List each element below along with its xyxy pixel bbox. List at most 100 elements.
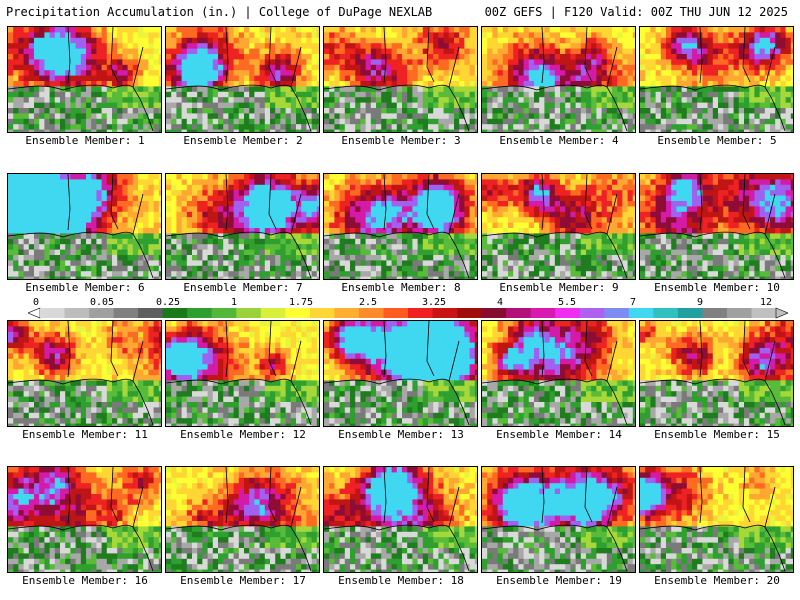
colorbar-tick-label: 2.5 xyxy=(358,297,378,308)
colorbar-legend: 0 0.05 0.25 1 1.75 2.5 3.25 4 5.5 7 9 12 xyxy=(28,297,788,321)
colorbar-swatch xyxy=(628,308,654,318)
colorbar-tick-label: 0.25 xyxy=(155,297,181,308)
ensemble-member-label: Ensemble Member: 5 xyxy=(657,134,777,147)
colorbar-swatch xyxy=(726,308,752,318)
colorbar-swatch xyxy=(187,308,213,318)
colorbar-swatch xyxy=(260,308,286,318)
ensemble-member-label: Ensemble Member: 19 xyxy=(496,574,622,587)
ensemble-map-panel xyxy=(165,320,320,427)
ensemble-map-panel xyxy=(323,26,478,133)
precip-field xyxy=(482,174,635,279)
precip-field xyxy=(482,27,635,132)
colorbar-swatch xyxy=(138,308,163,318)
ensemble-member-label: Ensemble Member: 9 xyxy=(499,281,619,294)
ensemble-member-label: Ensemble Member: 16 xyxy=(22,574,148,587)
precip-field xyxy=(166,27,319,132)
coastline-outline xyxy=(166,321,312,426)
colorbar-swatch xyxy=(579,308,605,318)
coastline-outline xyxy=(324,321,470,426)
ensemble-member-label: Ensemble Member: 3 xyxy=(341,134,461,147)
coastline-outline xyxy=(640,174,786,279)
ensemble-map-panel xyxy=(7,26,162,133)
colorbar-scale xyxy=(28,307,788,319)
ensemble-map-panel xyxy=(639,320,794,427)
ensemble-map-panel xyxy=(323,173,478,280)
coastline-outline xyxy=(482,27,628,132)
colorbar-tick-label: 0 xyxy=(32,297,40,308)
precip-field xyxy=(482,467,635,572)
ensemble-member-label: Ensemble Member: 4 xyxy=(499,134,619,147)
chart-title: Precipitation Accumulation (in.) | Colle… xyxy=(6,5,433,19)
precip-field xyxy=(8,174,161,279)
ensemble-member-label: Ensemble Member: 6 xyxy=(25,281,145,294)
colorbar-max-arrow xyxy=(775,307,788,319)
precip-field xyxy=(324,27,477,132)
ensemble-member-label: Ensemble Member: 13 xyxy=(338,428,464,441)
colorbar-tick-label: 0.05 xyxy=(89,297,115,308)
ensemble-map-panel xyxy=(481,26,636,133)
ensemble-member-label: Ensemble Member: 2 xyxy=(183,134,303,147)
precip-field xyxy=(640,321,793,426)
coastline-outline xyxy=(8,321,154,426)
ensemble-map-panel xyxy=(639,466,794,573)
colorbar-tick-label: 5.5 xyxy=(557,297,577,308)
ensemble-member-label: Ensemble Member: 17 xyxy=(180,574,306,587)
ensemble-map-panel xyxy=(481,173,636,280)
colorbar-swatch xyxy=(506,308,531,318)
colorbar-swatch xyxy=(40,308,65,318)
run-info: 00Z GEFS | F120 Valid: 00Z THU JUN 12 20… xyxy=(484,5,788,19)
ensemble-map-panel xyxy=(165,173,320,280)
colorbar-swatch xyxy=(334,308,360,318)
coastline-outline xyxy=(640,467,786,572)
precip-field xyxy=(8,27,161,132)
coastline-outline xyxy=(482,467,628,572)
colorbar-swatch xyxy=(285,308,311,318)
ensemble-map-panel xyxy=(323,320,478,427)
coastline-outline xyxy=(166,467,312,572)
ensemble-map-panel xyxy=(639,26,794,133)
colorbar-swatch xyxy=(408,308,433,318)
colorbar-swatch xyxy=(89,308,114,318)
colorbar-swatch xyxy=(432,308,458,318)
precip-field xyxy=(166,174,319,279)
precip-field xyxy=(640,174,793,279)
colorbar-swatch xyxy=(383,308,409,318)
ensemble-map-panel xyxy=(323,466,478,573)
coastline-outline xyxy=(482,174,628,279)
precip-field xyxy=(166,467,319,572)
coastline-outline xyxy=(324,174,470,279)
precip-field xyxy=(8,467,161,572)
ensemble-member-label: Ensemble Member: 15 xyxy=(654,428,780,441)
coastline-outline xyxy=(8,174,154,279)
ensemble-map-panel xyxy=(481,320,636,427)
ensemble-map-panel xyxy=(165,466,320,573)
coastline-outline xyxy=(482,321,628,426)
colorbar-swatch xyxy=(309,308,335,318)
colorbar-tick-label: 1 xyxy=(230,297,238,308)
ensemble-member-label: Ensemble Member: 12 xyxy=(180,428,306,441)
precip-field xyxy=(166,321,319,426)
colorbar-tick-label: 12 xyxy=(759,297,773,308)
ensemble-map-panel xyxy=(7,173,162,280)
ensemble-member-label: Ensemble Member: 11 xyxy=(22,428,148,441)
precip-field xyxy=(324,467,477,572)
colorbar-swatch xyxy=(653,308,679,318)
ensemble-member-label: Ensemble Member: 1 xyxy=(25,134,145,147)
colorbar-swatch xyxy=(555,308,581,318)
colorbar-swatch xyxy=(457,308,482,318)
precip-field xyxy=(640,27,793,132)
colorbar-swatch xyxy=(481,308,507,318)
ensemble-map-panel xyxy=(639,173,794,280)
ensemble-member-label: Ensemble Member: 8 xyxy=(341,281,461,294)
precip-field xyxy=(640,467,793,572)
colorbar-min-arrow xyxy=(28,307,41,319)
coastline-outline xyxy=(640,321,786,426)
colorbar-tick-label: 9 xyxy=(696,297,704,308)
coastline-outline xyxy=(8,467,154,572)
coastline-outline xyxy=(324,27,470,132)
ensemble-map-panel xyxy=(481,466,636,573)
precip-field xyxy=(324,321,477,426)
coastline-outline xyxy=(166,174,312,279)
coastline-outline xyxy=(640,27,786,132)
